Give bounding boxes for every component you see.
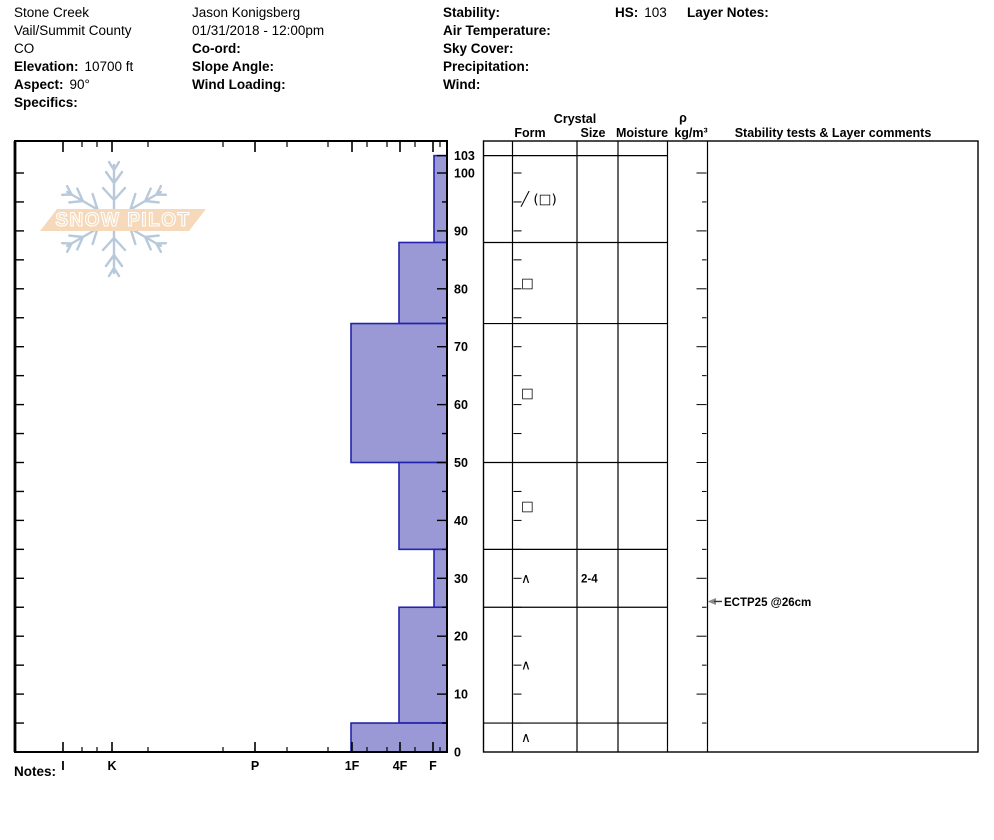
hardness-bar-layer (398, 241, 448, 325)
grain-size-value: 2-4 (581, 573, 598, 585)
snowflake-arm (101, 160, 127, 221)
layer-notes-label: Layer Notes: (687, 5, 769, 20)
snowflake-icon (60, 160, 168, 278)
y-axis-tick-label: 40 (454, 514, 468, 528)
aspect-label: Aspect: (14, 77, 64, 92)
left-arrow-icon (707, 597, 716, 605)
site-aspect: Aspect: 90° (14, 76, 90, 94)
x-axis-hardness-label: 4F (393, 759, 408, 773)
y-axis-tick-label: 100 (454, 167, 475, 181)
x-axis-hardness-label: F (429, 759, 437, 773)
watermark-logo-text: SNOW PILOT (55, 210, 190, 231)
observer-name: Jason Konigsberg (192, 5, 301, 20)
stability-test-annotation: ECTP25 @26cm (724, 597, 811, 609)
layer-table-frame (482, 140, 979, 753)
site-elevation: Elevation: 10700 ft (14, 58, 133, 76)
grain-form-symbol: ╱ (□) (520, 191, 557, 208)
air-temperature-label: Air Temperature: (443, 23, 551, 38)
y-axis-tick-label: 10 (454, 688, 468, 702)
notes-label: Notes: (14, 764, 57, 779)
snowflake-arm (101, 217, 127, 278)
y-axis-tick-label: 70 (454, 340, 468, 354)
table-header-comments: Stability tests & Layer comments (735, 126, 932, 140)
y-axis-tick-label: 20 (454, 630, 468, 644)
coord-label: Co-ord: (192, 41, 241, 56)
specifics-label: Specifics: (14, 95, 78, 110)
sky-cover-label: Sky Cover: (443, 41, 514, 56)
x-axis-hardness-label: 1F (345, 759, 360, 773)
elevation-value: 10700 ft (84, 59, 134, 74)
aspect-value: 90° (69, 77, 90, 92)
x-axis-hardness-label: K (107, 759, 116, 773)
elevation-label: Elevation: (14, 59, 79, 74)
grain-form-symbol: ∧ (521, 730, 531, 746)
wind-label: Wind: (443, 77, 481, 92)
precipitation-label: Precipitation: (443, 59, 530, 74)
hs-value: 103 (644, 5, 667, 20)
hardness-bar-layer (350, 322, 448, 464)
observation-datetime: 01/31/2018 - 12:00pm (192, 23, 325, 38)
grain-form-symbol: ∧ (521, 658, 531, 674)
y-axis-tick-label: 103 (454, 149, 475, 163)
hardness-bar-layer (398, 606, 448, 724)
y-axis-tick-label: 60 (454, 398, 468, 412)
grain-form-symbol: □ (521, 276, 534, 292)
watermark-banner (40, 209, 206, 231)
wind-loading-label: Wind Loading: (192, 77, 286, 92)
slope-angle-label: Slope Angle: (192, 59, 275, 74)
hs-label: HS: (615, 5, 639, 20)
table-header-density_units: kg/m³ (674, 126, 707, 140)
x-axis-hardness-label: P (251, 759, 259, 773)
y-axis-tick-label: 80 (454, 282, 468, 296)
table-header-form: Form (514, 126, 545, 140)
grain-form-symbol: □ (521, 386, 534, 402)
hardness-bar-layer (398, 461, 448, 551)
table-header-size: Size (580, 126, 605, 140)
grain-form-symbol: ∧ (521, 571, 531, 587)
y-axis-tick-label: 0 (454, 746, 461, 760)
site-name: Stone Creek (14, 5, 90, 20)
table-header-moisture: Moisture (616, 126, 668, 140)
y-axis-tick-label: 30 (454, 572, 468, 586)
height-of-snow: HS: 103 (615, 4, 667, 22)
y-axis-tick-label: 90 (454, 224, 468, 238)
grain-form-symbol: □ (521, 498, 534, 514)
y-axis-tick-label: 50 (454, 456, 468, 470)
table-header-crystal: Crystal (554, 112, 596, 126)
hardness-bar-layer (433, 154, 448, 244)
x-axis-hardness-label: I (61, 759, 64, 773)
site-region: Vail/Summit County (14, 23, 132, 38)
site-state: CO (14, 41, 35, 56)
table-header-density_symbol: ρ (679, 111, 687, 125)
stability-label: Stability: (443, 5, 501, 20)
